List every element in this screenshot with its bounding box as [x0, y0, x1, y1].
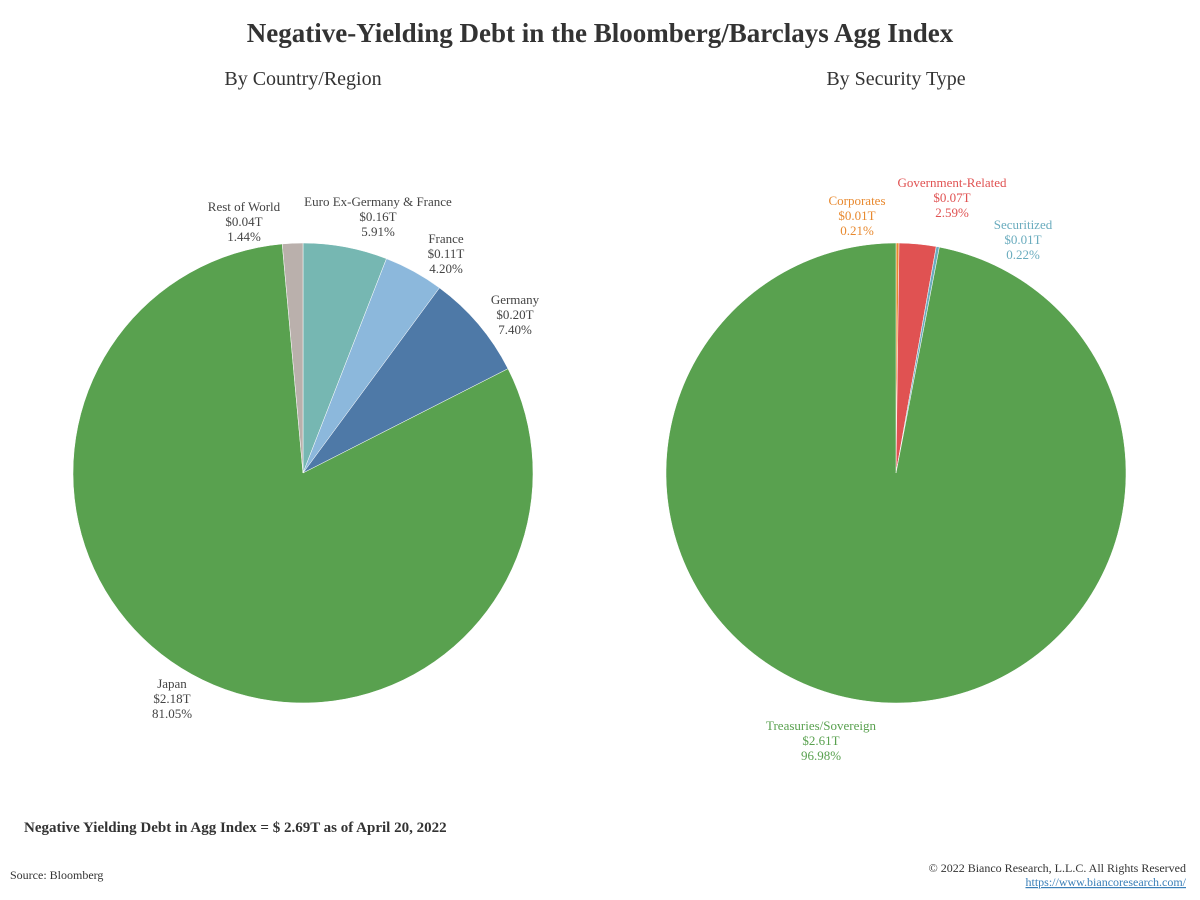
pie-slice: [302, 287, 509, 474]
slice-label: 0.22%: [1006, 247, 1040, 262]
slice-label: Rest of World: [208, 199, 281, 214]
slice-label: $0.01T: [838, 208, 875, 223]
slice-label: Securitized: [994, 217, 1053, 232]
slice-label: Germany: [491, 292, 540, 307]
slice-label: 81.05%: [152, 706, 192, 721]
url[interactable]: https://www.biancoresearch.com/: [1025, 875, 1186, 889]
copyright: © 2022 Bianco Research, L.L.C. All Right…: [929, 861, 1186, 875]
slice-label: Treasuries/Sovereign: [766, 718, 877, 733]
slice-label: Japan: [157, 676, 187, 691]
slice-label: 1.44%: [227, 229, 261, 244]
slice-label: $0.20T: [496, 307, 533, 322]
slice-label: 5.91%: [361, 224, 395, 239]
pie-slice: [281, 242, 304, 474]
slice-label: $0.04T: [225, 214, 262, 229]
pie-title: By Country/Region: [224, 68, 381, 90]
slice-label: Government-Related: [897, 175, 1007, 190]
note: Negative Yielding Debt in Agg Index = $ …: [24, 820, 447, 836]
slice-label: $0.16T: [359, 209, 396, 224]
slice-label: France: [428, 231, 464, 246]
slice-label: $0.01T: [1004, 232, 1041, 247]
slice-label: Euro Ex-Germany & France: [304, 194, 452, 209]
slice-label: $2.61T: [802, 733, 839, 748]
slice-label: 2.59%: [935, 205, 969, 220]
slice-label: 7.40%: [498, 322, 532, 337]
slice-label: Corporates: [828, 193, 885, 208]
slice-label: 0.21%: [840, 223, 874, 238]
pie-title: By Security Type: [826, 68, 965, 90]
pie-slice: [72, 243, 534, 704]
pie-slice: [665, 242, 1127, 704]
slice-label: $0.11T: [428, 246, 465, 261]
slice-label: $2.18T: [153, 691, 190, 706]
slice-label: $0.07T: [933, 190, 970, 205]
chart-title: Negative-Yielding Debt in the Bloomberg/…: [247, 18, 954, 48]
slice-label: 4.20%: [429, 261, 463, 276]
source: Source: Bloomberg: [10, 868, 103, 882]
slice-label: 96.98%: [801, 748, 841, 763]
